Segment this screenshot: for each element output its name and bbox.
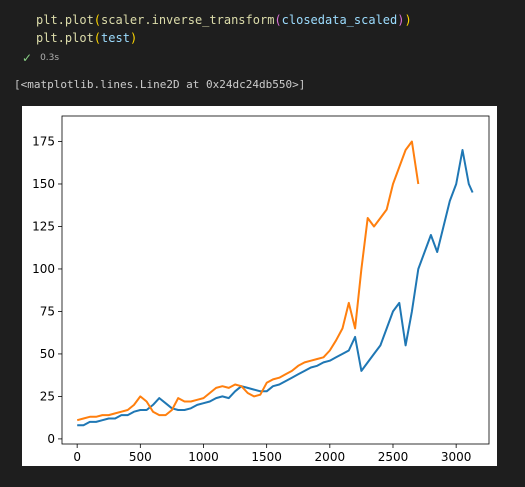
code-line-1: plt.plot(scaler.inverse_transform(closed… (36, 12, 412, 28)
output-repr: [<matplotlib.lines.Line2D at 0x24dc24db5… (14, 78, 305, 91)
y-tick-label: 175 (32, 134, 55, 148)
series-line-2 (77, 142, 418, 421)
plot-frame (62, 116, 489, 444)
code-fn-name: plt.plot (36, 31, 94, 45)
checkmark-icon: ✓ (22, 51, 32, 65)
code-arg: closedata_scaled (282, 13, 398, 27)
y-tick-label: 25 (40, 389, 55, 403)
y-tick-label: 100 (32, 262, 55, 276)
paren: ( (94, 31, 101, 45)
x-tick-label: 1000 (188, 450, 219, 464)
paren: ( (94, 13, 101, 27)
y-tick-label: 150 (32, 177, 55, 191)
y-tick-label: 50 (40, 347, 55, 361)
code-method: scaler.inverse_transform (101, 13, 274, 27)
plot-output: 0 500 1000 1500 2000 2500 3000 0 25 50 75 100 125 150… (22, 106, 497, 466)
x-tick-label: 1500 (251, 450, 282, 464)
code-arg: test (101, 31, 130, 45)
code-line-2: plt.plot(test) (36, 30, 137, 46)
code-editor[interactable]: plt.plot(scaler.inverse_transform(closed… (24, 8, 516, 48)
series-line-1 (77, 150, 472, 425)
execution-time: 0.3s (40, 53, 59, 63)
x-tick-label: 3000 (441, 450, 472, 464)
x-tick-label: 2500 (378, 450, 409, 464)
line-chart: 0 500 1000 1500 2000 2500 3000 0 25 50 75 100 125 150… (22, 106, 497, 466)
x-tick-label: 0 (73, 450, 81, 464)
execution-status: ✓ 0.3s (22, 50, 59, 66)
paren: ) (130, 31, 137, 45)
x-tick-label: 500 (129, 450, 152, 464)
paren: ) (404, 13, 411, 27)
x-tick-label: 2000 (315, 450, 346, 464)
y-tick-label: 125 (32, 219, 55, 233)
code-cell[interactable]: plt.plot(scaler.inverse_transform(closed… (0, 0, 525, 70)
code-fn-name: plt.plot (36, 13, 94, 27)
paren: ( (274, 13, 281, 27)
y-tick-label: 75 (40, 304, 55, 318)
y-tick-label: 0 (47, 432, 55, 446)
